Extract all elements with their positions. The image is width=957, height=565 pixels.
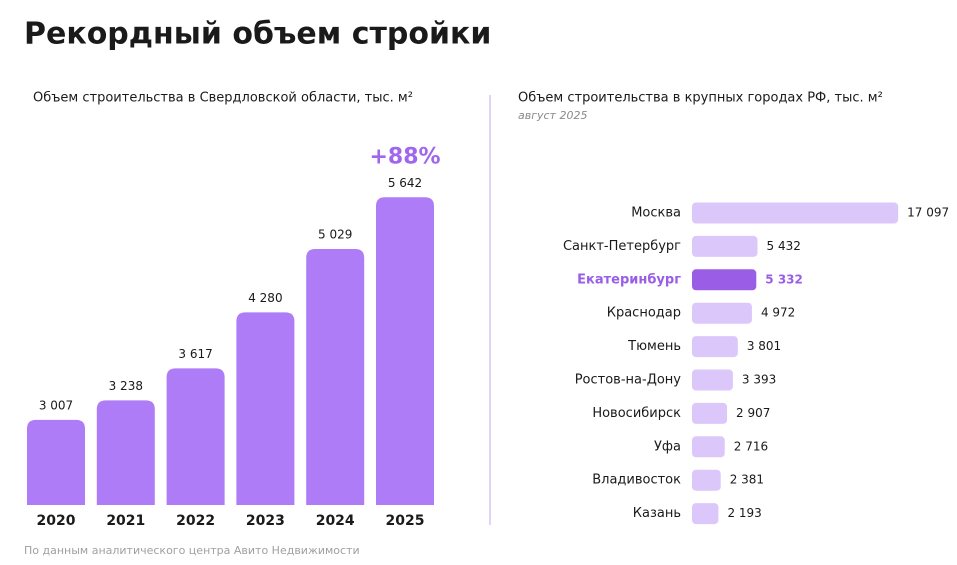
bar <box>692 369 733 391</box>
value-label: 3 801 <box>747 339 781 353</box>
annotation: +88% <box>369 144 440 169</box>
bar <box>692 202 899 224</box>
bar <box>692 469 721 491</box>
x-tick-label: 2021 <box>106 513 145 529</box>
value-label: 5 432 <box>767 239 801 253</box>
bar <box>692 235 758 257</box>
y-tick-label: Ростов-на-Дону <box>575 373 682 388</box>
bar <box>692 436 725 458</box>
value-label: 2 907 <box>736 406 770 420</box>
y-tick-label: Тюмень <box>627 339 681 354</box>
bar <box>27 419 85 505</box>
page-title: Рекордный объем стройки <box>24 17 491 52</box>
x-tick-label: 2023 <box>246 513 285 529</box>
value-label: 17 097 <box>907 206 949 220</box>
x-tick-label: 2024 <box>316 513 355 529</box>
y-tick-label: Санкт-Петербург <box>563 239 681 254</box>
value-label: 2 381 <box>730 473 764 487</box>
chart-subtitle: август 2025 <box>518 109 587 122</box>
value-label: 3 238 <box>109 379 143 393</box>
value-label: 4 280 <box>248 291 282 305</box>
y-tick-label: Екатеринбург <box>577 272 681 287</box>
y-tick-label: Уфа <box>654 439 681 454</box>
chart-title: Объем строительства в крупных городах РФ… <box>518 91 883 106</box>
value-label: 2 716 <box>734 439 768 453</box>
bar <box>96 400 155 505</box>
value-label: 3 617 <box>178 347 212 361</box>
y-tick-label: Новосибирск <box>592 406 681 421</box>
y-tick-label: Краснодар <box>607 306 681 321</box>
value-label: 2 193 <box>727 506 761 520</box>
value-label: 5 029 <box>318 228 352 242</box>
bar <box>692 503 719 525</box>
x-tick-label: 2022 <box>176 513 215 529</box>
bar <box>236 312 295 505</box>
x-tick-label: 2020 <box>37 513 76 529</box>
bar <box>692 336 738 358</box>
y-tick-label: Владивосток <box>592 473 681 488</box>
bar <box>692 269 757 291</box>
y-tick-label: Казань <box>633 506 681 521</box>
value-label: 5 642 <box>388 176 422 190</box>
value-label: 3 393 <box>742 373 776 387</box>
x-tick-label: 2025 <box>386 513 425 529</box>
bar <box>692 302 752 324</box>
bar <box>166 368 225 505</box>
bar <box>376 197 434 505</box>
bar <box>306 249 365 505</box>
bar <box>692 402 728 424</box>
value-label: 4 972 <box>761 306 795 320</box>
value-label: 3 007 <box>39 398 73 412</box>
chart-title: Объем строительства в Свердловской облас… <box>33 91 413 106</box>
y-tick-label: Москва <box>631 206 681 221</box>
value-label: 5 332 <box>765 272 803 286</box>
source-note: По данным аналитического центра Авито Не… <box>24 544 360 557</box>
